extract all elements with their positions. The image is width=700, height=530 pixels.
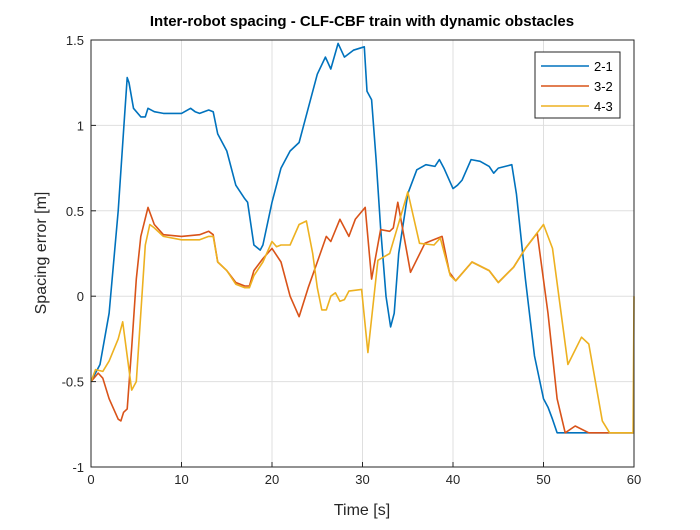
x-tick-label: 60 [627, 472, 641, 487]
y-tick-label: 0.5 [66, 204, 84, 219]
ticks: 0 10 20 30 40 50 60 -1 -0.5 0 0.5 1 1.5 [62, 33, 642, 487]
y-tick-label: 1 [77, 118, 84, 133]
x-tick-label: 10 [174, 472, 188, 487]
x-tick-label: 0 [87, 472, 94, 487]
legend-label: 4-3 [594, 99, 613, 114]
chart-title: Inter-robot spacing - CLF-CBF train with… [150, 13, 574, 30]
x-tick-label: 30 [355, 472, 369, 487]
x-tick-label: 40 [446, 472, 460, 487]
x-tick-label: 50 [536, 472, 550, 487]
series-line-2-1 [90, 42, 634, 434]
x-axis-label: Time [s] [334, 502, 390, 519]
x-tick-label: 20 [265, 472, 279, 487]
y-tick-label: 1.5 [66, 33, 84, 48]
legend-label: 3-2 [594, 79, 613, 94]
series-line-4-3 [90, 191, 635, 434]
y-tick-label: 0 [77, 289, 84, 304]
legend: 2-1 3-2 4-3 [534, 51, 621, 119]
legend-label: 2-1 [594, 59, 613, 74]
y-tick-label: -1 [72, 460, 84, 475]
legend-box [534, 51, 621, 119]
y-axis-label: Spacing error [m] [33, 192, 50, 315]
series-group [90, 42, 635, 434]
y-tick-label: -0.5 [62, 375, 84, 390]
